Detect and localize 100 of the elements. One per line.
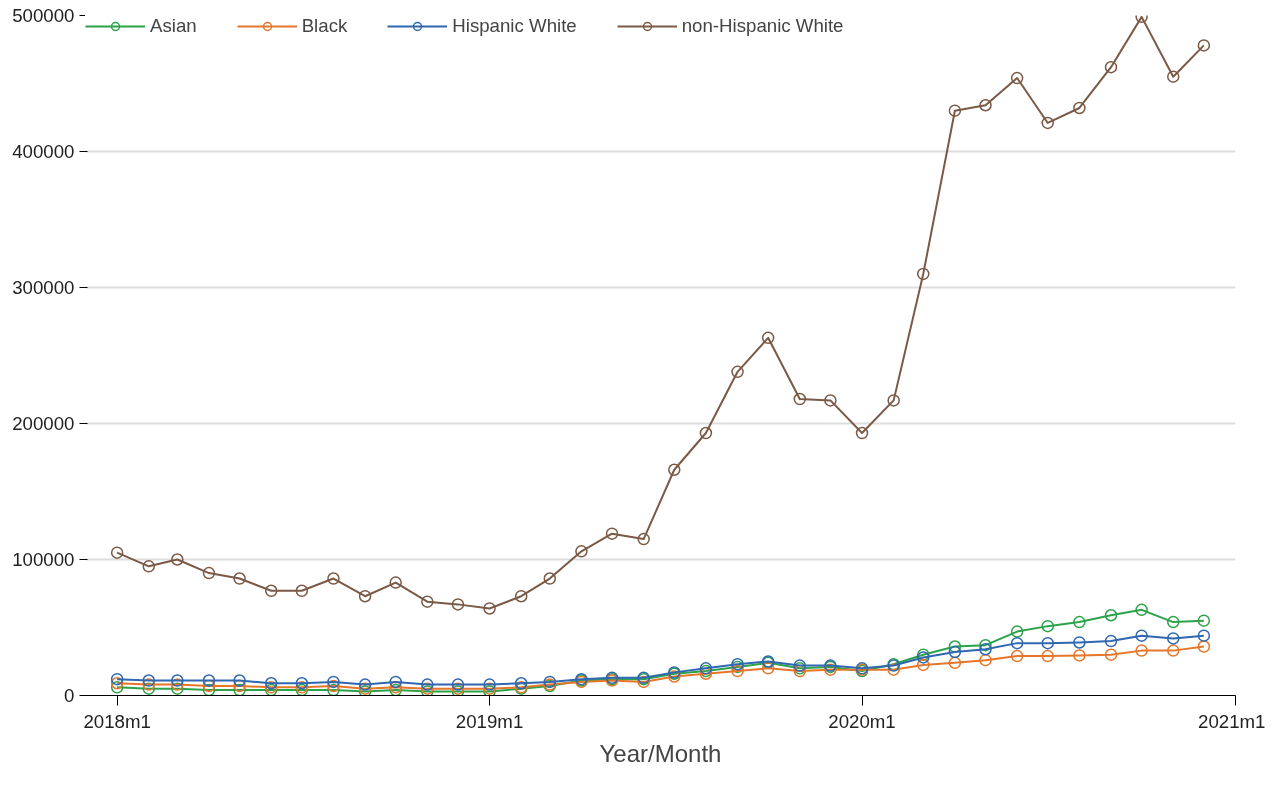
point: [979, 638, 992, 652]
point: [543, 572, 557, 585]
point: [793, 392, 807, 406]
x-tick-label: 2019m1: [455, 710, 524, 732]
point: [233, 572, 246, 585]
point: [110, 672, 124, 686]
point: [761, 662, 775, 675]
point: [917, 658, 930, 672]
point: [1167, 615, 1180, 629]
point: [389, 675, 402, 689]
point: [1197, 39, 1211, 52]
point: [1167, 70, 1180, 83]
point: [731, 664, 744, 678]
point: [327, 572, 340, 585]
point: [233, 679, 246, 693]
y-tick-label: 400000: [12, 141, 75, 162]
point: [327, 679, 340, 693]
y-tick-label: 100000: [12, 549, 75, 570]
point: [979, 653, 992, 667]
point: [233, 674, 246, 687]
point: [327, 675, 340, 689]
point: [421, 595, 434, 608]
point: [1010, 636, 1024, 650]
point: [1104, 634, 1118, 648]
point: [483, 678, 496, 691]
point: [1041, 649, 1054, 663]
point: [761, 331, 775, 345]
point: [451, 598, 465, 611]
point: [1041, 619, 1054, 633]
point: [202, 679, 216, 693]
point: [110, 546, 124, 559]
point: [1135, 629, 1148, 642]
point: [917, 267, 930, 281]
point: [1010, 649, 1024, 663]
point: [1041, 116, 1054, 130]
point: [514, 589, 528, 603]
point: [948, 645, 962, 659]
point: [1073, 101, 1086, 115]
y-tick-label: 300000: [12, 277, 75, 298]
x-axis-title: Year/Month: [599, 739, 722, 767]
point: [824, 394, 837, 407]
point: [171, 682, 184, 695]
point: [171, 674, 184, 687]
point: [668, 463, 681, 476]
point: [1073, 615, 1086, 629]
point: [110, 677, 124, 690]
point: [1073, 649, 1086, 662]
x-tick-label: 2021m1: [1198, 710, 1266, 732]
point: [264, 584, 278, 598]
point: [1010, 625, 1024, 638]
point: [142, 674, 156, 687]
point: [1167, 632, 1180, 645]
point: [979, 643, 992, 656]
point: [142, 560, 156, 573]
point: [389, 576, 402, 589]
point: [1041, 636, 1054, 650]
point: [948, 656, 962, 670]
legend-label: Asian: [150, 15, 197, 37]
x-tick-label: 2020m1: [828, 710, 896, 732]
point: [142, 682, 156, 695]
point: [202, 674, 216, 687]
point: [171, 678, 184, 691]
point: [948, 104, 962, 117]
point: [327, 683, 340, 696]
point: [171, 553, 184, 566]
point: [421, 678, 434, 691]
point: [358, 589, 372, 603]
point: [1135, 603, 1148, 617]
point: [358, 678, 372, 691]
point: [1104, 648, 1118, 661]
point: [1197, 614, 1211, 627]
point: [295, 677, 309, 690]
y-tick-label: 0: [64, 685, 75, 706]
point: [979, 99, 992, 112]
point: [1104, 609, 1118, 622]
point: [264, 677, 278, 690]
point: [1104, 60, 1118, 74]
point: [855, 426, 869, 440]
point: [514, 677, 528, 690]
legend-label: Hispanic White: [452, 15, 577, 37]
point: [1135, 644, 1148, 657]
point: [110, 681, 124, 694]
point: [887, 663, 900, 676]
point: [1197, 640, 1211, 653]
point: [1010, 71, 1024, 85]
legend-label: non-Hispanic White: [681, 15, 844, 37]
point: [575, 545, 588, 558]
point: [202, 683, 216, 696]
point: [1167, 644, 1180, 657]
point: [605, 527, 619, 540]
point: [637, 532, 650, 546]
point: [295, 584, 309, 598]
x-tick-label: 2018m1: [83, 710, 151, 732]
point: [1197, 629, 1211, 642]
point: [233, 683, 246, 696]
point: [451, 678, 465, 691]
point: [731, 365, 744, 379]
point: [202, 566, 216, 580]
point: [699, 426, 713, 440]
y-tick-label: 500000: [12, 5, 75, 26]
